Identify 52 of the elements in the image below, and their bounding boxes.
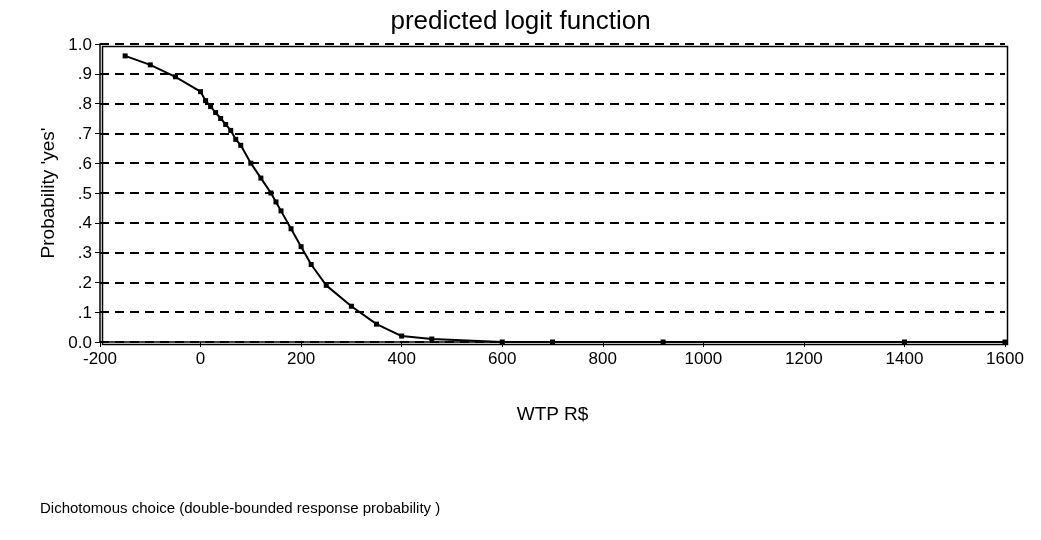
x-tick-label: 200 <box>286 349 316 368</box>
point <box>198 89 204 95</box>
y-tick-label: .4 <box>77 213 92 233</box>
point <box>203 98 209 104</box>
point <box>323 282 329 288</box>
x-tick-label: -200 <box>82 349 118 368</box>
point <box>550 339 555 345</box>
point <box>218 116 224 121</box>
point <box>288 226 294 232</box>
y-tick-label: .2 <box>77 272 92 292</box>
x-tick-label: 1400 <box>885 349 924 368</box>
x-tick-label: 400 <box>387 349 416 368</box>
point <box>348 303 354 309</box>
point <box>147 62 153 68</box>
point <box>172 74 178 80</box>
x-tick-label: 600 <box>488 349 517 368</box>
y-tick-label: .5 <box>77 183 92 203</box>
point <box>278 208 284 214</box>
y-tick-label: 1.0 <box>68 34 92 54</box>
point <box>374 321 380 327</box>
y-tick-label: .9 <box>77 64 92 84</box>
point <box>238 142 244 148</box>
point <box>208 104 214 110</box>
x-tick-label: 0 <box>195 349 206 368</box>
y-tick-label: .6 <box>77 153 92 173</box>
y-axis-title: Probability 'yes' <box>37 127 59 259</box>
point <box>213 110 219 116</box>
y-tick-label: .3 <box>77 243 92 263</box>
point <box>248 160 254 166</box>
text: Dichotomous choice (double-bounded response probability ) <box>40 499 441 516</box>
chart-title: predicted logit function <box>390 5 651 35</box>
point <box>273 199 279 205</box>
x-tick-label: 1200 <box>784 349 823 368</box>
point <box>660 339 666 345</box>
x-tick-label: 1000 <box>684 349 723 368</box>
point <box>399 333 405 339</box>
point <box>298 244 304 250</box>
x-tick-label: 800 <box>588 349 617 368</box>
point <box>429 336 435 342</box>
point <box>233 136 239 142</box>
point <box>308 262 314 268</box>
x-axis-title: WTP R$ <box>516 403 589 424</box>
y-tick-label: 0.0 <box>68 332 92 352</box>
x-tick-label: 1600 <box>986 349 1024 368</box>
point <box>122 53 128 59</box>
point <box>223 121 229 127</box>
y-tick-label: .1 <box>77 302 92 322</box>
y-tick-label: .7 <box>77 123 92 143</box>
point <box>268 190 274 196</box>
point <box>258 175 264 181</box>
y-tick-label: .8 <box>77 94 92 114</box>
point <box>228 127 234 133</box>
